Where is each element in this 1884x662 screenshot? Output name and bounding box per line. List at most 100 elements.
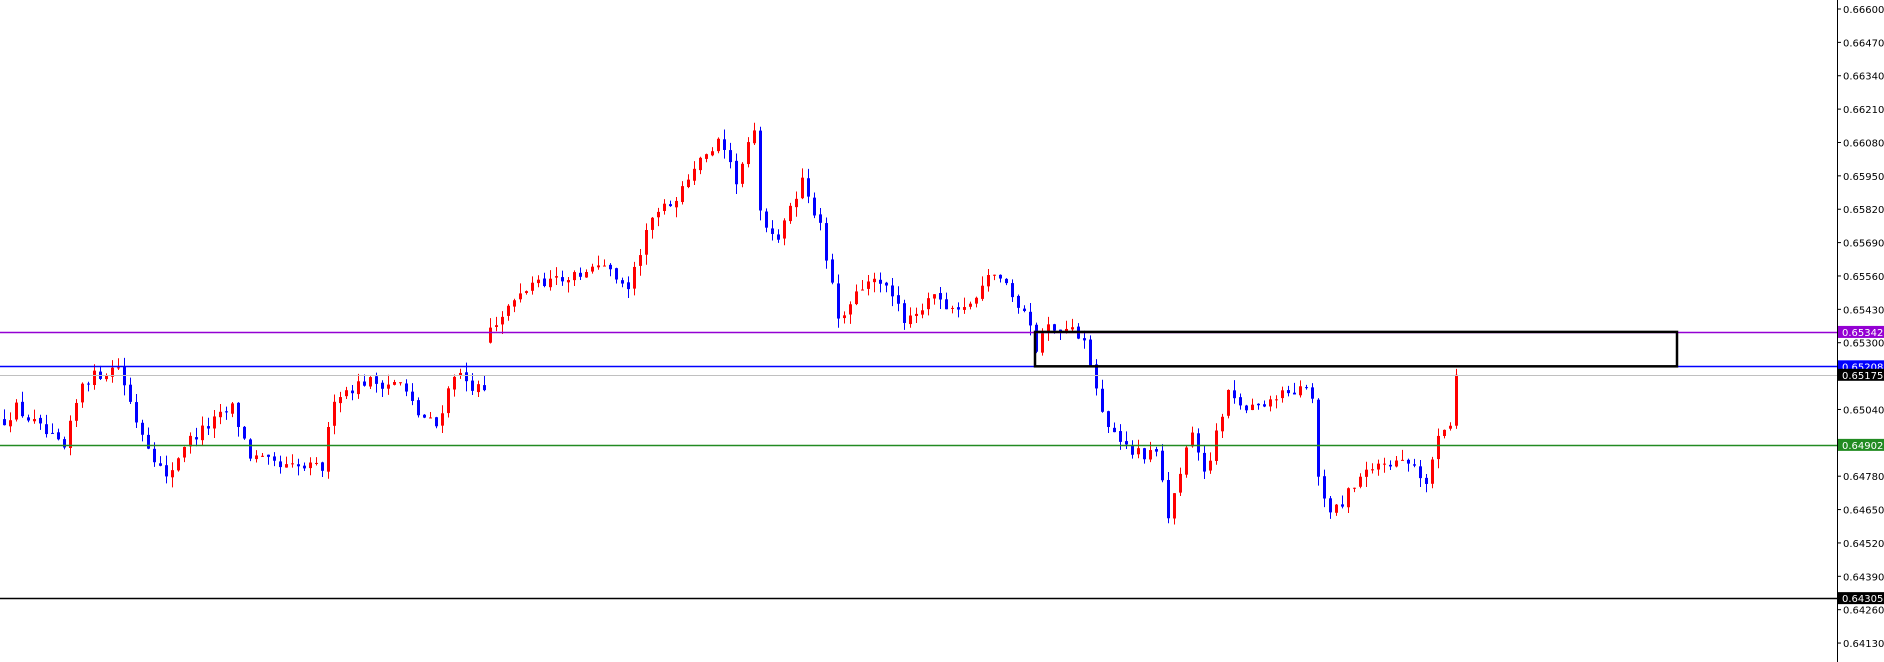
- bearish-candle: [87, 383, 90, 385]
- bullish-candle: [339, 397, 342, 404]
- bullish-candle: [315, 462, 318, 464]
- bearish-candle: [57, 432, 60, 440]
- bullish-candle: [795, 198, 798, 208]
- bullish-candle: [1401, 459, 1404, 461]
- bearish-candle: [465, 372, 468, 382]
- zone-rectangle: [1033, 330, 1679, 368]
- bullish-candle: [549, 278, 552, 288]
- bullish-candle: [801, 177, 804, 199]
- bullish-candle: [531, 282, 534, 291]
- bearish-candle: [1167, 479, 1170, 519]
- bearish-candle: [267, 454, 270, 457]
- bullish-candle: [741, 163, 744, 184]
- bearish-candle: [669, 204, 672, 207]
- axis-tick-label: 0.66340: [1843, 72, 1884, 83]
- bullish-candle: [1149, 450, 1152, 460]
- bullish-candle: [117, 367, 120, 369]
- bullish-candle: [1359, 476, 1362, 487]
- bullish-candle: [105, 375, 108, 380]
- bearish-candle: [1113, 427, 1116, 433]
- bearish-candle: [1239, 397, 1242, 406]
- bullish-candle: [705, 154, 708, 159]
- bearish-candle: [819, 214, 822, 223]
- bearish-candle: [1323, 476, 1326, 499]
- bullish-candle: [15, 402, 18, 420]
- bearish-candle: [1161, 450, 1164, 481]
- bullish-candle: [1455, 374, 1458, 426]
- bearish-candle: [609, 264, 612, 270]
- bullish-candle: [645, 230, 648, 255]
- bullish-candle: [33, 419, 36, 422]
- bullish-candle: [927, 298, 930, 310]
- bullish-candle: [687, 179, 690, 188]
- bearish-candle: [417, 400, 420, 416]
- bullish-candle: [855, 291, 858, 305]
- bearish-candle: [381, 382, 384, 389]
- bearish-candle: [471, 380, 474, 391]
- bearish-candle: [1263, 404, 1266, 407]
- bullish-candle: [639, 255, 642, 266]
- bullish-candle: [171, 470, 174, 478]
- bullish-candle: [255, 455, 258, 460]
- bearish-candle: [363, 381, 366, 386]
- bearish-candle: [243, 426, 246, 439]
- bullish-candle: [489, 327, 492, 343]
- bearish-candle: [897, 295, 900, 304]
- axis-tick-label: 0.65950: [1843, 172, 1884, 183]
- bearish-candle: [561, 277, 564, 282]
- bearish-candle: [1413, 464, 1416, 466]
- bullish-candle: [1065, 328, 1068, 332]
- bearish-candle: [1017, 295, 1020, 308]
- bearish-candle: [1089, 339, 1092, 366]
- bullish-candle: [327, 427, 330, 472]
- bullish-candle: [1437, 435, 1440, 460]
- bearish-candle: [837, 283, 840, 319]
- bearish-candle: [279, 461, 282, 468]
- bearish-candle: [21, 401, 24, 417]
- axis-tick-label: 0.64520: [1843, 539, 1884, 550]
- bullish-candle: [75, 402, 78, 421]
- bearish-candle: [777, 234, 780, 240]
- bearish-candle: [1023, 308, 1026, 312]
- bearish-candle: [1293, 392, 1296, 395]
- price-label-text: 0.64305: [1842, 594, 1883, 605]
- bullish-candle: [1347, 488, 1350, 508]
- bearish-candle: [297, 464, 300, 467]
- bearish-candle: [141, 422, 144, 435]
- bearish-candle: [1155, 449, 1158, 452]
- bullish-candle: [951, 307, 954, 309]
- bullish-candle: [399, 382, 402, 384]
- bearish-candle: [321, 462, 324, 471]
- bearish-candle: [813, 197, 816, 216]
- bullish-candle: [849, 304, 852, 315]
- price-label-text: 0.65175: [1842, 371, 1883, 382]
- bearish-candle: [135, 402, 138, 423]
- bearish-candle: [27, 417, 30, 421]
- bearish-candle: [729, 150, 732, 163]
- bullish-candle: [309, 462, 312, 469]
- price-label-text: 0.65342: [1842, 328, 1883, 339]
- bullish-candle: [93, 370, 96, 386]
- bullish-candle: [1071, 327, 1074, 330]
- bullish-candle: [459, 372, 462, 376]
- bearish-candle: [579, 272, 582, 277]
- bullish-candle: [789, 205, 792, 222]
- bearish-candle: [153, 448, 156, 463]
- bearish-candle: [207, 426, 210, 429]
- bullish-candle: [1275, 399, 1278, 401]
- bullish-candle: [915, 313, 918, 316]
- bullish-candle: [1443, 429, 1446, 436]
- bullish-candle: [1377, 463, 1380, 470]
- price-label-badge: [1838, 325, 1884, 338]
- bullish-candle: [393, 382, 396, 385]
- bullish-candle: [1449, 425, 1452, 429]
- bearish-candle: [885, 282, 888, 286]
- bullish-candle: [261, 455, 264, 457]
- bullish-candle: [603, 265, 606, 267]
- bullish-candle: [699, 157, 702, 171]
- bearish-candle: [63, 439, 66, 448]
- bullish-candle: [525, 291, 528, 293]
- bearish-candle: [807, 178, 810, 197]
- bullish-candle: [231, 403, 234, 414]
- bullish-candle: [975, 297, 978, 304]
